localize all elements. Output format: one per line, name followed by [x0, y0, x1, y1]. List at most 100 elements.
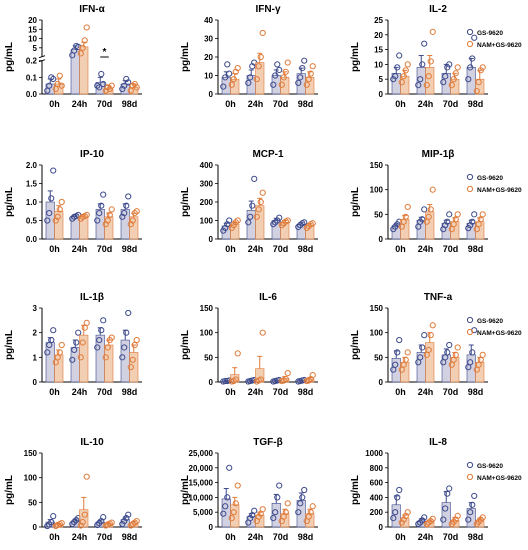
y-tick-label: 30	[204, 35, 213, 44]
panel-7: IL-6 pg/mL 0 50 100 150 0h 24h 70d 98d	[180, 292, 318, 397]
x-tick-label: 24h	[72, 244, 88, 254]
data-point	[421, 514, 428, 521]
data-point	[100, 191, 107, 198]
x-tick-label: 70d	[443, 244, 459, 254]
data-point	[454, 344, 461, 351]
data-point	[415, 82, 422, 89]
y-tick-label: 100	[200, 329, 214, 338]
y-tick-label: 0.2	[26, 57, 38, 66]
data-point	[245, 79, 252, 87]
data-point	[421, 206, 428, 213]
data-point	[392, 361, 399, 368]
data-point	[232, 376, 239, 383]
panel-title: MIP-1β	[422, 149, 455, 160]
y-tick-label: 0.5	[26, 217, 38, 226]
y-tick-label: 0	[209, 235, 214, 244]
data-point	[402, 213, 409, 220]
data-point	[473, 87, 480, 95]
y-tick-label: 150	[370, 304, 384, 313]
y-axis-label: pg/mL	[180, 187, 191, 217]
panel-title: IL-6	[259, 292, 277, 303]
data-point	[50, 167, 57, 174]
bar	[70, 49, 80, 95]
y-tick-label: 0.0	[26, 235, 38, 244]
y-tick-label: 15	[28, 25, 37, 34]
panel-5: MIP-1β pg/mL 0 50 100 150 0h 24h 70d 98d GS-9620 NA…	[350, 149, 522, 254]
x-tick-label: 0h	[395, 532, 406, 542]
data-point	[81, 511, 88, 518]
data-point	[50, 513, 57, 520]
data-point	[301, 486, 308, 494]
x-tick-label: 98d	[122, 387, 138, 397]
panel-10: TGF-β pg/mL 0 5,000 10,000 15,000 20,000 25,000…	[180, 437, 318, 542]
y-axis-label: pg/mL	[4, 330, 15, 360]
data-point	[104, 217, 111, 224]
y-axis-label: pg/mL	[350, 42, 361, 72]
bar	[79, 216, 89, 240]
data-point	[226, 464, 233, 471]
data-point	[94, 82, 101, 89]
legend-marker	[466, 473, 474, 481]
data-point	[467, 359, 474, 366]
data-point	[83, 319, 90, 326]
data-point	[48, 336, 55, 344]
panel-9: IL-10 pg/mL 0 50 100 150 0h 24h 70d 98d	[4, 437, 142, 542]
data-point	[272, 72, 279, 79]
data-point	[77, 354, 84, 361]
data-point	[427, 332, 434, 339]
data-point	[81, 37, 88, 44]
legend-label: NAM+GS-9620	[477, 187, 522, 194]
x-tick-label: 98d	[122, 244, 138, 254]
y-tick-label: 200	[200, 198, 214, 207]
data-point	[297, 74, 304, 81]
data-point	[69, 520, 76, 528]
y-tick-label: 5	[379, 75, 384, 84]
data-point	[301, 219, 308, 226]
data-point	[129, 217, 136, 224]
bar	[104, 216, 114, 240]
data-point	[479, 351, 486, 358]
data-point	[282, 68, 289, 75]
x-tick-label: 70d	[97, 99, 113, 109]
panel-title: IL-2	[429, 4, 447, 15]
data-point	[394, 349, 401, 356]
data-point	[98, 70, 105, 78]
data-point	[73, 516, 80, 524]
y-tick-label: 100	[24, 474, 38, 483]
data-point	[309, 503, 316, 510]
data-point	[83, 473, 90, 480]
y-axis-label: pg/mL	[350, 330, 361, 360]
panel-title: IP-10	[80, 149, 104, 160]
data-point	[404, 61, 411, 68]
data-point	[50, 327, 57, 334]
legend-marker	[466, 173, 474, 181]
data-point	[282, 375, 289, 383]
data-point	[133, 208, 140, 215]
data-point	[305, 76, 312, 83]
data-point	[427, 58, 434, 65]
y-tick-label: 50	[204, 353, 213, 362]
data-point	[276, 482, 283, 489]
data-point	[127, 364, 134, 371]
data-point	[419, 216, 426, 223]
panel-title: IFN-γ	[256, 4, 281, 15]
y-tick-label: 1	[33, 353, 38, 362]
data-point	[234, 65, 241, 72]
data-point	[392, 509, 399, 516]
data-point	[421, 40, 428, 47]
data-point	[119, 354, 126, 361]
data-point	[270, 515, 277, 522]
bar	[425, 67, 435, 95]
data-point	[274, 61, 281, 68]
data-point	[50, 75, 57, 83]
x-tick-label: 70d	[273, 244, 289, 254]
data-point	[402, 67, 409, 74]
x-tick-label: 98d	[298, 244, 314, 254]
data-point	[469, 501, 476, 508]
x-tick-label: 0h	[395, 387, 406, 397]
data-point	[396, 336, 403, 344]
data-point	[396, 52, 403, 59]
y-tick-label: 20	[28, 16, 37, 25]
y-axis-label: pg/mL	[4, 187, 15, 217]
